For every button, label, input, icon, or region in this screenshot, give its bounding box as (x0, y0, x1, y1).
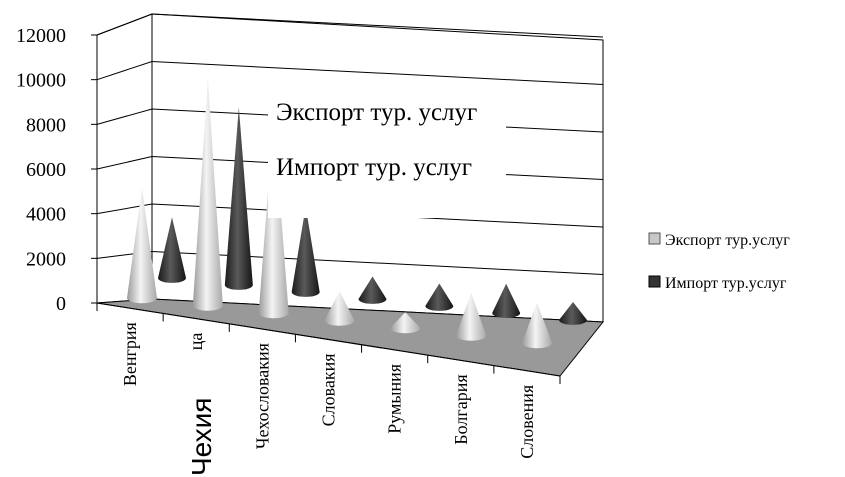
y-tick-label: 2000 (26, 248, 66, 270)
y-tick-label: 0 (56, 293, 66, 315)
y-tick-label: 10000 (16, 70, 66, 92)
y-tick-label: 12000 (16, 25, 66, 47)
y-tick-label: 4000 (26, 204, 66, 226)
y-axis: 12000 10000 8000 6000 4000 2000 0 (16, 25, 97, 315)
x-category-label: ца (186, 333, 206, 351)
legend: Экспорт тур.услуг Импорт тур.услуг (649, 232, 790, 292)
x-category-label: Румыния (385, 364, 405, 434)
x-category-label: Словакия (319, 354, 339, 427)
x-category-label: Чехословакия (252, 343, 272, 449)
legend-label-export: Экспорт тур.услуг (665, 232, 790, 249)
overlay-label-chekhia: Чехия (186, 398, 217, 476)
annotation-export: Экспорт тур. услуг (276, 99, 477, 126)
x-category-label: Словения (517, 385, 537, 459)
legend-label-import: Импорт тур.услуг (665, 275, 787, 292)
legend-swatch-export (649, 233, 660, 244)
y-tick-label: 8000 (26, 114, 66, 136)
x-category-label: Болгария (451, 374, 471, 444)
y-tick-label: 6000 (26, 159, 66, 181)
legend-swatch-import (649, 276, 660, 287)
annotation-import: Импорт тур. услуг (276, 154, 472, 181)
x-category-label: Венгрия (120, 322, 140, 386)
